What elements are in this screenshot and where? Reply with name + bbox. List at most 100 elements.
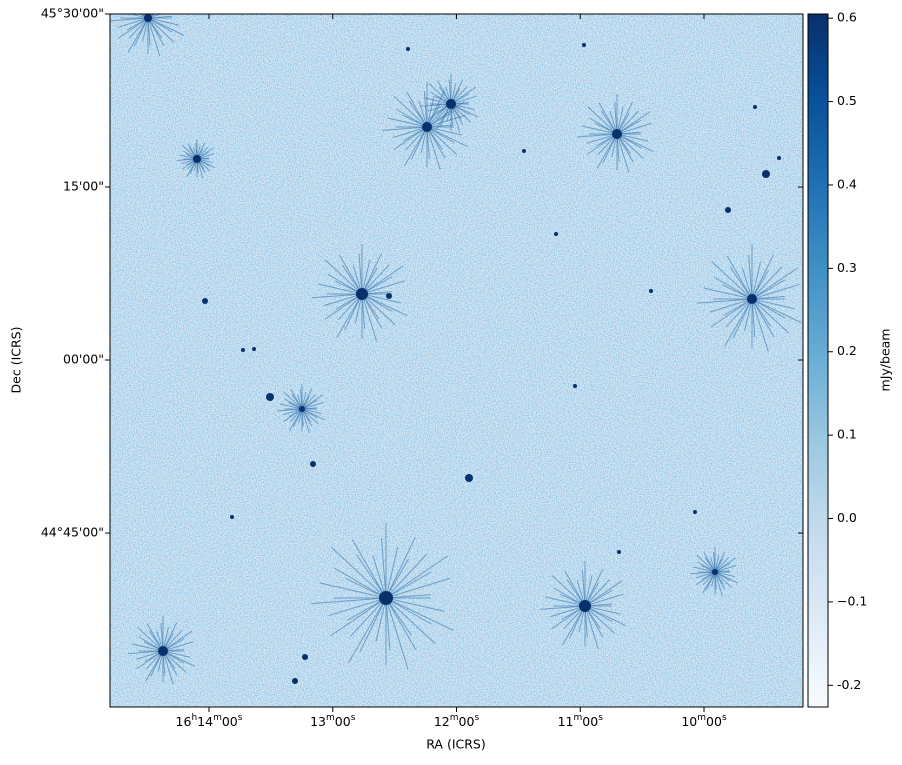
- artefact-ray: [751, 298, 789, 334]
- artefact-ray: [714, 571, 726, 590]
- artefact-ray: [361, 253, 382, 295]
- artefact-ray: [361, 293, 383, 329]
- artefact-ray: [551, 605, 586, 630]
- artefact-ray: [348, 597, 387, 664]
- artefact-ray: [616, 133, 630, 173]
- artefact-ray: [301, 408, 319, 425]
- artefact-ray: [426, 126, 446, 159]
- artefact-ray: [127, 17, 149, 53]
- artefact-ray: [751, 261, 762, 300]
- x-tick-label: 11m00s: [558, 713, 604, 729]
- artefact-ray: [385, 597, 432, 625]
- artefact-ray: [751, 254, 774, 300]
- artefact-ray: [361, 293, 396, 325]
- artefact-ray: [584, 605, 616, 634]
- x-tick-label: 12m00s: [434, 713, 480, 729]
- colorbar-tick-label: 0.6: [837, 10, 857, 25]
- artefact-ray: [361, 293, 378, 342]
- artefact-ray: [741, 267, 753, 300]
- artefact-ray: [714, 557, 729, 573]
- artefact-ray: [711, 261, 753, 300]
- artefact-ray: [751, 296, 785, 300]
- artefact-ray: [751, 298, 786, 319]
- artefact-ray: [361, 293, 402, 304]
- artefact-ray: [584, 569, 604, 607]
- x-axis-label: RA (ICRS): [426, 737, 486, 752]
- artefact-ray: [117, 17, 149, 28]
- artefact-ray: [162, 650, 174, 685]
- artefact-ray: [405, 126, 428, 151]
- artefact-ray: [345, 578, 387, 599]
- artefact-ray: [385, 555, 449, 599]
- colorbar-tick-label: -0.2: [837, 677, 861, 692]
- artefact-ray: [137, 626, 164, 652]
- artefact-ray: [323, 293, 363, 307]
- artefact-ray: [450, 103, 461, 133]
- artefact-ray: [349, 597, 387, 637]
- artefact-ray: [395, 108, 428, 128]
- artefact-ray: [751, 279, 786, 300]
- x-tick-label: 16h14m00s: [176, 713, 243, 729]
- artefact-ray: [748, 255, 753, 300]
- x-tick-label: 13m00s: [310, 713, 356, 729]
- sources: [110, 14, 802, 685]
- artefact-ray: [140, 14, 149, 19]
- artefact-ray: [616, 133, 634, 162]
- artefact-ray: [696, 554, 716, 573]
- artefact-ray: [147, 14, 156, 19]
- artefact-ray: [751, 283, 800, 300]
- artefact-ray: [426, 126, 455, 144]
- artefact-ray: [714, 564, 737, 573]
- artefact-ray: [726, 255, 753, 300]
- artefact-ray: [584, 605, 599, 650]
- artefact-ray: [596, 133, 618, 169]
- artefact-ray: [404, 126, 428, 167]
- artefact-ray: [333, 567, 387, 599]
- artefact-ray: [279, 403, 303, 410]
- artefact-ray: [147, 17, 180, 26]
- artefact-ray: [751, 266, 783, 300]
- artefact-ray: [381, 538, 387, 599]
- artefact-ray: [426, 126, 458, 155]
- artefact-ray: [697, 298, 753, 304]
- y-axis-label: Dec (ICRS): [9, 327, 24, 394]
- artefact-ray: [724, 298, 753, 347]
- artefact-ray: [284, 398, 303, 410]
- artefact-ray: [385, 597, 436, 645]
- artefact-ray: [361, 264, 390, 295]
- artefact-ray: [372, 554, 387, 599]
- artefact-ray: [385, 597, 391, 651]
- artefact-ray: [616, 133, 644, 159]
- artefact-ray: [147, 14, 163, 19]
- artefact-ray: [301, 408, 310, 434]
- artefact-ray: [346, 597, 387, 621]
- artefact-ray: [616, 122, 652, 135]
- artefact-ray: [692, 566, 716, 573]
- artefact-ray: [318, 283, 363, 295]
- y-tick-label: 45°30'00": [41, 6, 104, 21]
- colorbar-tick-label: 0.0: [837, 510, 857, 525]
- artefact-ray: [426, 114, 466, 128]
- artefact-ray: [426, 126, 468, 147]
- artefact-ray: [385, 571, 432, 599]
- colorbar-tick-label: 0.4: [837, 176, 857, 191]
- y-tick-label: 44°45'00": [41, 525, 104, 540]
- x-tick-label: 10m00s: [681, 713, 727, 729]
- artefact-ray: [147, 17, 173, 33]
- artefact-ray: [545, 596, 586, 607]
- artefact-ray: [385, 594, 431, 599]
- artefact-ray: [147, 17, 175, 43]
- artefact-ray: [553, 587, 586, 607]
- artefact-ray: [359, 597, 387, 653]
- artefact-ray: [584, 593, 624, 607]
- artefact-ray: [301, 394, 316, 410]
- artefact-ray: [744, 298, 753, 332]
- artefact-ray: [584, 580, 623, 607]
- artefact-ray: [142, 17, 149, 42]
- artefact-ray: [581, 125, 618, 135]
- artefact-ray: [426, 96, 435, 128]
- artefact-ray: [147, 17, 161, 57]
- artefact-ray: [311, 597, 387, 605]
- artefact-ray: [426, 110, 455, 128]
